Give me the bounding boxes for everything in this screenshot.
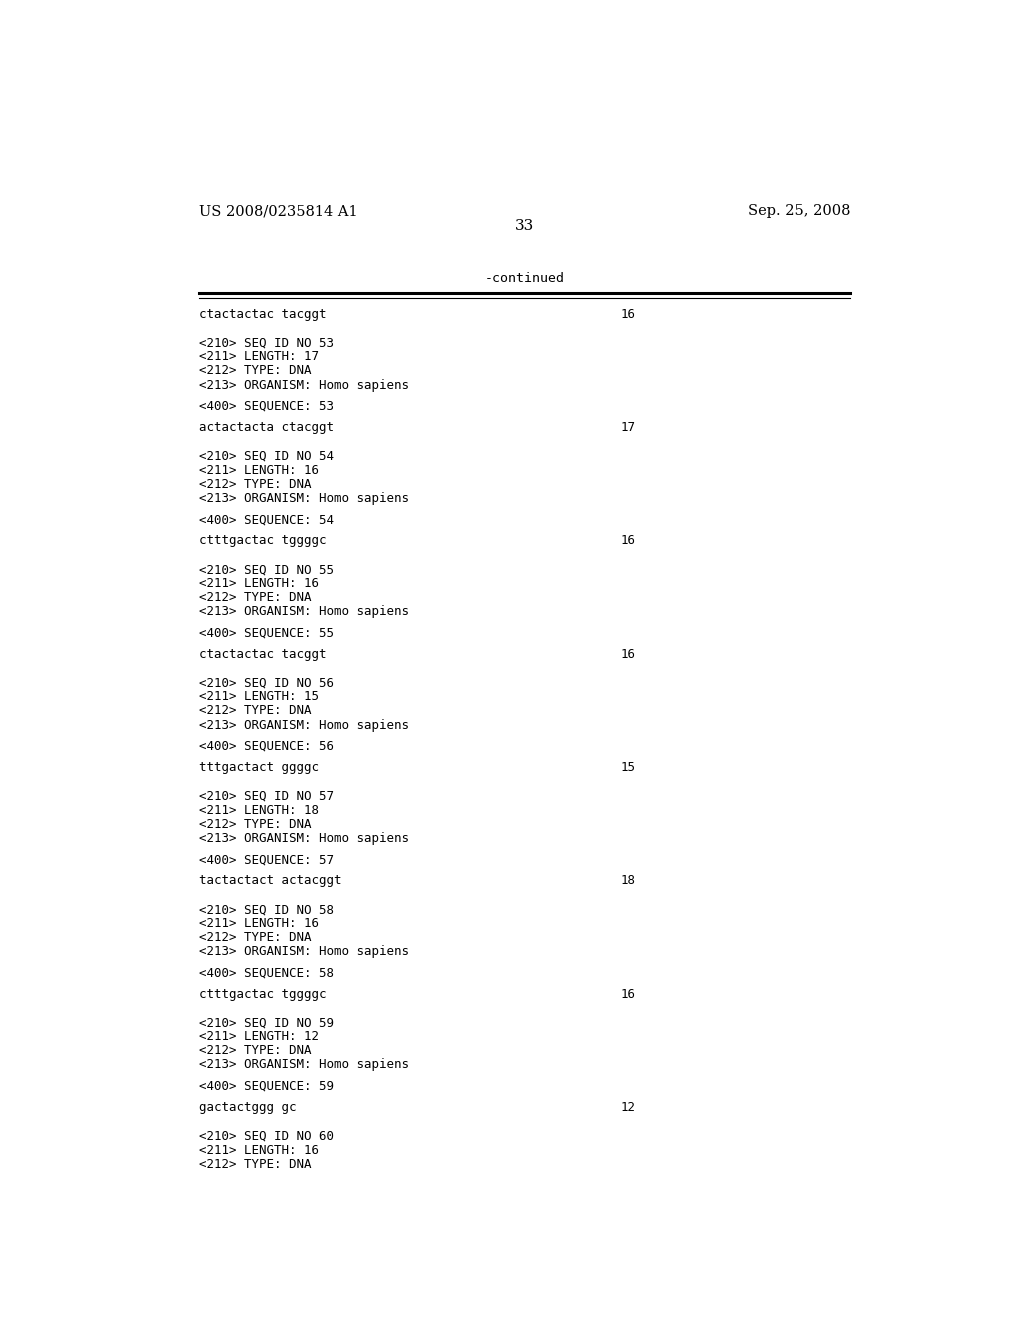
Text: 18: 18 <box>620 874 635 887</box>
Text: ctttgactac tggggc: ctttgactac tggggc <box>200 987 327 1001</box>
Text: tactactact actacggt: tactactact actacggt <box>200 874 342 887</box>
Text: <210> SEQ ID NO 57: <210> SEQ ID NO 57 <box>200 789 335 803</box>
Text: <213> ORGANISM: Homo sapiens: <213> ORGANISM: Homo sapiens <box>200 1059 410 1072</box>
Text: <210> SEQ ID NO 53: <210> SEQ ID NO 53 <box>200 337 335 350</box>
Text: <212> TYPE: DNA: <212> TYPE: DNA <box>200 705 312 718</box>
Text: <212> TYPE: DNA: <212> TYPE: DNA <box>200 1158 312 1171</box>
Text: <213> ORGANISM: Homo sapiens: <213> ORGANISM: Homo sapiens <box>200 379 410 392</box>
Text: <211> LENGTH: 18: <211> LENGTH: 18 <box>200 804 319 817</box>
Text: US 2008/0235814 A1: US 2008/0235814 A1 <box>200 205 358 218</box>
Text: tttgactact ggggc: tttgactact ggggc <box>200 762 319 774</box>
Text: <212> TYPE: DNA: <212> TYPE: DNA <box>200 364 312 378</box>
Text: ctttgactac tggggc: ctttgactac tggggc <box>200 535 327 548</box>
Text: <210> SEQ ID NO 54: <210> SEQ ID NO 54 <box>200 450 335 463</box>
Text: gactactggg gc: gactactggg gc <box>200 1101 297 1114</box>
Text: <211> LENGTH: 17: <211> LENGTH: 17 <box>200 350 319 363</box>
Text: 15: 15 <box>620 762 635 774</box>
Text: 33: 33 <box>515 219 535 234</box>
Text: <211> LENGTH: 16: <211> LENGTH: 16 <box>200 1143 319 1156</box>
Text: 12: 12 <box>620 1101 635 1114</box>
Text: -continued: -continued <box>484 272 565 285</box>
Text: <212> TYPE: DNA: <212> TYPE: DNA <box>200 818 312 830</box>
Text: 16: 16 <box>620 987 635 1001</box>
Text: Sep. 25, 2008: Sep. 25, 2008 <box>748 205 850 218</box>
Text: <211> LENGTH: 16: <211> LENGTH: 16 <box>200 917 319 931</box>
Text: <400> SEQUENCE: 57: <400> SEQUENCE: 57 <box>200 853 335 866</box>
Text: <210> SEQ ID NO 55: <210> SEQ ID NO 55 <box>200 564 335 576</box>
Text: <213> ORGANISM: Homo sapiens: <213> ORGANISM: Homo sapiens <box>200 605 410 618</box>
Text: <211> LENGTH: 16: <211> LENGTH: 16 <box>200 463 319 477</box>
Text: 17: 17 <box>620 421 635 434</box>
Text: ctactactac tacggt: ctactactac tacggt <box>200 648 327 661</box>
Text: 16: 16 <box>620 648 635 661</box>
Text: <211> LENGTH: 16: <211> LENGTH: 16 <box>200 577 319 590</box>
Text: 16: 16 <box>620 308 635 321</box>
Text: <212> TYPE: DNA: <212> TYPE: DNA <box>200 1044 312 1057</box>
Text: 16: 16 <box>620 535 635 548</box>
Text: <210> SEQ ID NO 58: <210> SEQ ID NO 58 <box>200 903 335 916</box>
Text: <212> TYPE: DNA: <212> TYPE: DNA <box>200 478 312 491</box>
Text: actactacta ctacggt: actactacta ctacggt <box>200 421 335 434</box>
Text: <210> SEQ ID NO 59: <210> SEQ ID NO 59 <box>200 1016 335 1030</box>
Text: <400> SEQUENCE: 54: <400> SEQUENCE: 54 <box>200 513 335 527</box>
Text: <211> LENGTH: 12: <211> LENGTH: 12 <box>200 1031 319 1043</box>
Text: <213> ORGANISM: Homo sapiens: <213> ORGANISM: Homo sapiens <box>200 718 410 731</box>
Text: <400> SEQUENCE: 58: <400> SEQUENCE: 58 <box>200 966 335 979</box>
Text: <213> ORGANISM: Homo sapiens: <213> ORGANISM: Homo sapiens <box>200 945 410 958</box>
Text: <400> SEQUENCE: 56: <400> SEQUENCE: 56 <box>200 739 335 752</box>
Text: <213> ORGANISM: Homo sapiens: <213> ORGANISM: Homo sapiens <box>200 832 410 845</box>
Text: <211> LENGTH: 15: <211> LENGTH: 15 <box>200 690 319 704</box>
Text: <210> SEQ ID NO 56: <210> SEQ ID NO 56 <box>200 676 335 689</box>
Text: <210> SEQ ID NO 60: <210> SEQ ID NO 60 <box>200 1130 335 1143</box>
Text: <213> ORGANISM: Homo sapiens: <213> ORGANISM: Homo sapiens <box>200 492 410 504</box>
Text: <400> SEQUENCE: 53: <400> SEQUENCE: 53 <box>200 400 335 413</box>
Text: <212> TYPE: DNA: <212> TYPE: DNA <box>200 591 312 605</box>
Text: <400> SEQUENCE: 55: <400> SEQUENCE: 55 <box>200 627 335 639</box>
Text: <400> SEQUENCE: 59: <400> SEQUENCE: 59 <box>200 1080 335 1093</box>
Text: ctactactac tacggt: ctactactac tacggt <box>200 308 327 321</box>
Text: <212> TYPE: DNA: <212> TYPE: DNA <box>200 931 312 944</box>
